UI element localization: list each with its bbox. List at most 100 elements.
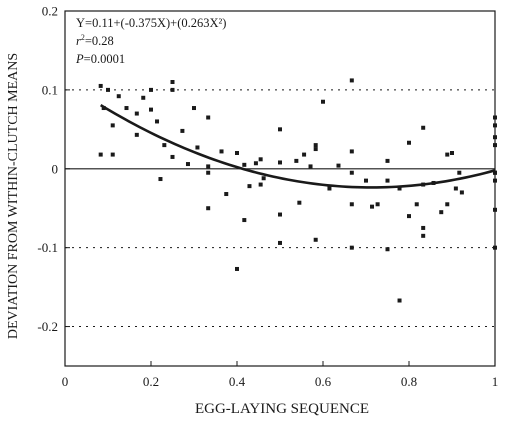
data-point <box>313 143 318 148</box>
y-tick-label: 0 <box>52 161 59 176</box>
data-point <box>297 200 302 205</box>
r-squared-label: r2=0.28 <box>76 33 114 48</box>
data-point <box>253 161 258 166</box>
y-tick-label: 0.2 <box>42 4 58 19</box>
p-symbol: P <box>75 52 84 66</box>
data-point <box>364 178 368 183</box>
data-point <box>185 162 190 167</box>
data-point <box>385 158 390 163</box>
data-point <box>206 206 211 211</box>
data-point <box>397 298 402 303</box>
data-point <box>278 127 282 132</box>
data-point <box>421 233 426 238</box>
data-point <box>116 94 121 99</box>
r-superscript: 2 <box>81 33 85 42</box>
data-point <box>294 158 299 163</box>
data-point <box>110 123 115 128</box>
data-points <box>98 78 497 303</box>
data-point <box>308 164 313 169</box>
data-point <box>224 192 229 197</box>
data-point <box>219 149 224 154</box>
data-point <box>106 87 110 92</box>
data-point <box>162 143 167 148</box>
data-point <box>134 132 139 137</box>
data-point <box>278 212 282 217</box>
x-tick-label: 0.4 <box>229 374 246 389</box>
data-point <box>261 176 266 181</box>
data-point <box>327 186 332 191</box>
data-point <box>170 80 175 84</box>
p-value: =0.0001 <box>84 52 125 66</box>
data-point <box>397 186 402 191</box>
data-point <box>459 190 464 195</box>
data-point <box>235 266 239 271</box>
x-tick-label: 0.2 <box>143 374 159 389</box>
plot-frame <box>64 10 496 367</box>
gridlines <box>65 89 495 328</box>
data-point <box>247 184 252 189</box>
data-point <box>195 145 200 150</box>
data-point <box>349 170 354 175</box>
x-tick-label: 1 <box>492 374 499 389</box>
data-point <box>206 164 211 169</box>
data-point <box>149 87 153 92</box>
data-point <box>149 107 153 112</box>
data-point <box>493 245 497 250</box>
data-point <box>242 162 247 167</box>
data-point <box>407 214 411 219</box>
data-point <box>439 210 444 215</box>
data-point <box>258 157 263 162</box>
x-axis-ticks: 0 0.2 0.4 0.6 0.8 1 <box>62 361 499 389</box>
r-symbol: r <box>76 34 81 48</box>
data-point <box>450 151 454 155</box>
data-point <box>421 225 426 230</box>
x-tick-label: 0.8 <box>401 374 417 389</box>
data-point <box>385 178 390 183</box>
data-point <box>206 170 211 175</box>
data-point <box>445 152 450 157</box>
y-axis-ticks: 0.2 0.1 0 -0.1 -0.2 <box>37 4 70 334</box>
data-point <box>349 78 354 83</box>
data-point <box>457 170 462 175</box>
r-squared-value: =0.28 <box>85 34 114 48</box>
data-point <box>278 240 282 245</box>
data-point <box>336 163 341 168</box>
data-point <box>349 245 354 250</box>
data-point <box>349 149 354 154</box>
data-point <box>421 125 426 130</box>
data-point <box>493 123 497 128</box>
y-tick-label: 0.1 <box>42 82 58 97</box>
data-point <box>110 152 115 157</box>
data-point <box>235 151 239 155</box>
data-point <box>313 147 318 152</box>
data-point <box>385 247 390 252</box>
y-axis-title: DEVIATION FROM WITHIN-CLUTCH MEANS <box>6 53 21 339</box>
data-point <box>141 95 146 100</box>
data-point <box>302 152 307 157</box>
x-tick-label: 0.6 <box>315 374 332 389</box>
data-point <box>493 143 497 148</box>
plot-border <box>64 10 496 367</box>
data-point <box>493 135 497 140</box>
data-point <box>313 237 318 242</box>
x-axis-title: EGG-LAYING SEQUENCE <box>195 401 369 417</box>
data-point <box>124 106 129 111</box>
data-point <box>180 128 185 133</box>
y-tick-label: -0.1 <box>37 240 58 255</box>
data-point <box>98 152 103 157</box>
data-point <box>370 204 375 209</box>
data-point <box>453 186 458 191</box>
data-point <box>493 207 497 212</box>
data-point <box>321 99 325 104</box>
data-point <box>493 170 497 175</box>
y-tick-label: -0.2 <box>37 319 58 334</box>
data-point <box>170 154 175 159</box>
data-point <box>158 177 163 182</box>
data-point <box>445 202 450 207</box>
data-point <box>278 160 282 165</box>
data-point <box>493 178 497 183</box>
data-point <box>349 202 354 207</box>
data-point <box>192 106 196 111</box>
data-point <box>134 111 139 116</box>
x-tick-label: 0 <box>62 374 69 389</box>
